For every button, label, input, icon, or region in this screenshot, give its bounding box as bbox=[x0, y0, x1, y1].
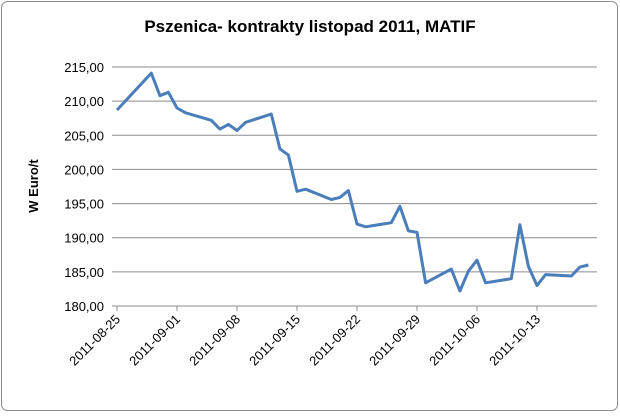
y-tick-label: 195,00 bbox=[64, 197, 104, 212]
chart-title: Pszenica- kontrakty listopad 2011, MATIF bbox=[144, 17, 475, 36]
y-tick-label: 210,00 bbox=[64, 94, 104, 109]
y-tick-label: 180,00 bbox=[64, 299, 104, 314]
y-tick-label: 185,00 bbox=[64, 265, 104, 280]
y-tick-label: 205,00 bbox=[64, 128, 104, 143]
y-tick-label: 190,00 bbox=[64, 231, 104, 246]
y-tick-label: 200,00 bbox=[64, 162, 104, 177]
y-axis-label: W Euro/t bbox=[26, 159, 41, 213]
chart-border bbox=[1, 1, 618, 411]
data-line bbox=[115, 71, 589, 293]
y-tick-label: 215,00 bbox=[64, 60, 104, 75]
